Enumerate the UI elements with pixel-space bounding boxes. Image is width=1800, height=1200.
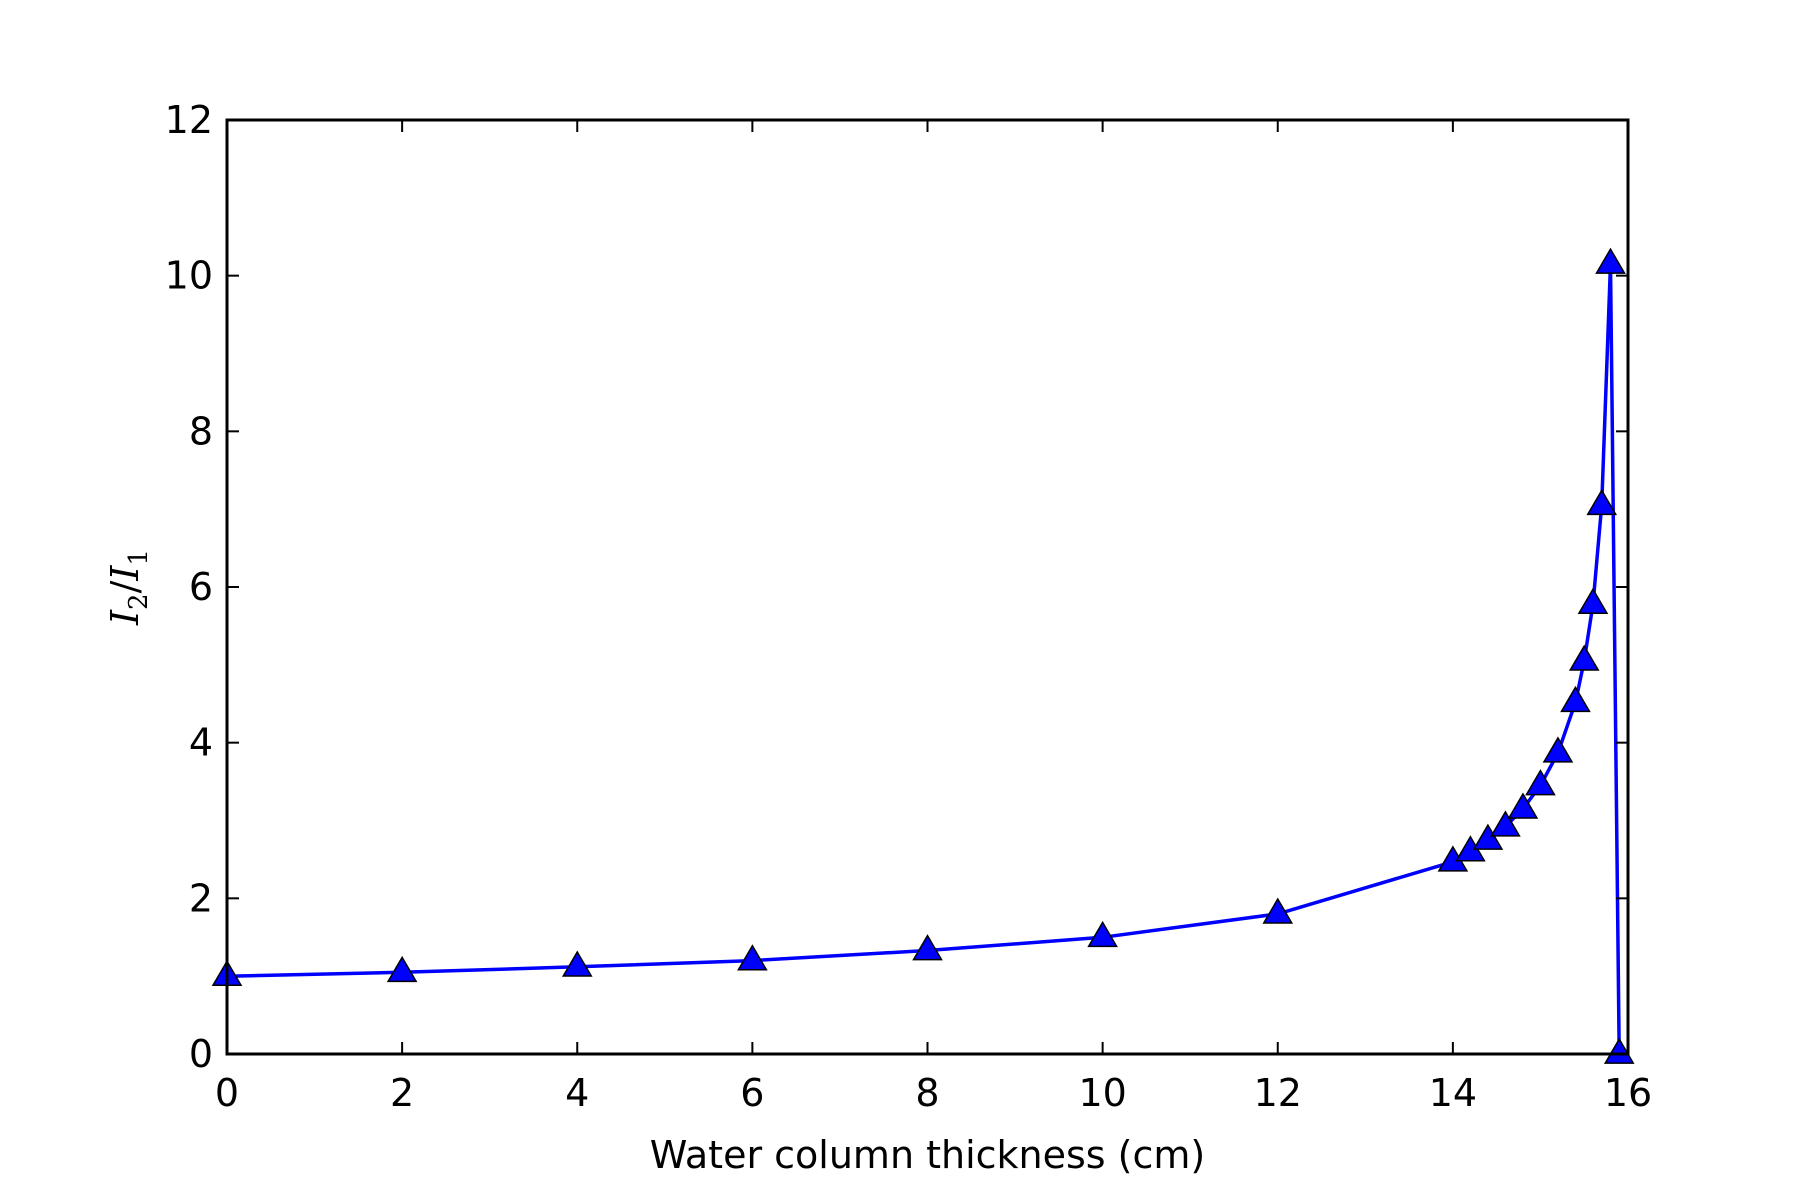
x-tick-label: 6: [740, 1071, 764, 1115]
data-point-marker: [1490, 810, 1521, 837]
y-axis-label-sub-2: 1: [124, 549, 154, 566]
plot-area: [211, 247, 1635, 1064]
y-axis-label-base-2: I: [103, 565, 147, 582]
x-tick-label: 16: [1604, 1071, 1652, 1115]
data-point-marker: [1525, 769, 1556, 796]
data-point-marker: [912, 934, 943, 961]
x-tick-label: 4: [565, 1071, 589, 1115]
y-tick-label: 4: [189, 721, 213, 765]
y-axis-label-sub-1: 2: [124, 593, 154, 610]
data-point-marker: [1262, 897, 1294, 924]
data-point-marker: [737, 944, 768, 971]
data-point-marker: [1472, 823, 1504, 850]
data-point-marker: [1542, 736, 1574, 763]
data-point-marker: [561, 950, 593, 977]
x-tick-label: 2: [390, 1071, 414, 1115]
series-line: [226, 262, 1621, 1055]
y-tick-label: 2: [189, 876, 213, 920]
data-point-marker: [386, 955, 418, 983]
y-tick-label: 8: [189, 409, 213, 453]
data-point-marker: [1595, 247, 1626, 274]
axis-ticks: 0 2 4 6 8 10 12 14 16 0 2 4 6 8 10 12: [165, 98, 1653, 1115]
y-tick-label: 10: [165, 254, 213, 298]
x-tick-label: 14: [1429, 1071, 1477, 1115]
data-point-marker: [1577, 587, 1609, 614]
y-axis-label-base-1: I: [103, 609, 147, 626]
x-tick-label: 8: [915, 1071, 939, 1115]
x-axis-label: Water column thickness (cm): [650, 1133, 1206, 1177]
data-point-marker: [1568, 644, 1600, 671]
y-tick-label: 6: [189, 565, 213, 609]
y-axis-label: I2/I1: [103, 549, 154, 626]
data-point-marker: [1603, 1037, 1635, 1064]
y-tick-label: 12: [165, 98, 213, 142]
y-axis-label-separator: /: [103, 580, 147, 593]
x-tick-label: 12: [1254, 1071, 1302, 1115]
x-tick-label: 0: [215, 1071, 239, 1115]
data-point-marker: [1586, 488, 1618, 516]
data-point-marker: [1087, 920, 1118, 948]
x-tick-label: 10: [1078, 1071, 1126, 1115]
data-point-marker: [1507, 792, 1539, 819]
data-point-marker: [1560, 685, 1591, 713]
plot-frame: [225, 118, 1630, 1056]
y-tick-label: 0: [189, 1032, 213, 1076]
